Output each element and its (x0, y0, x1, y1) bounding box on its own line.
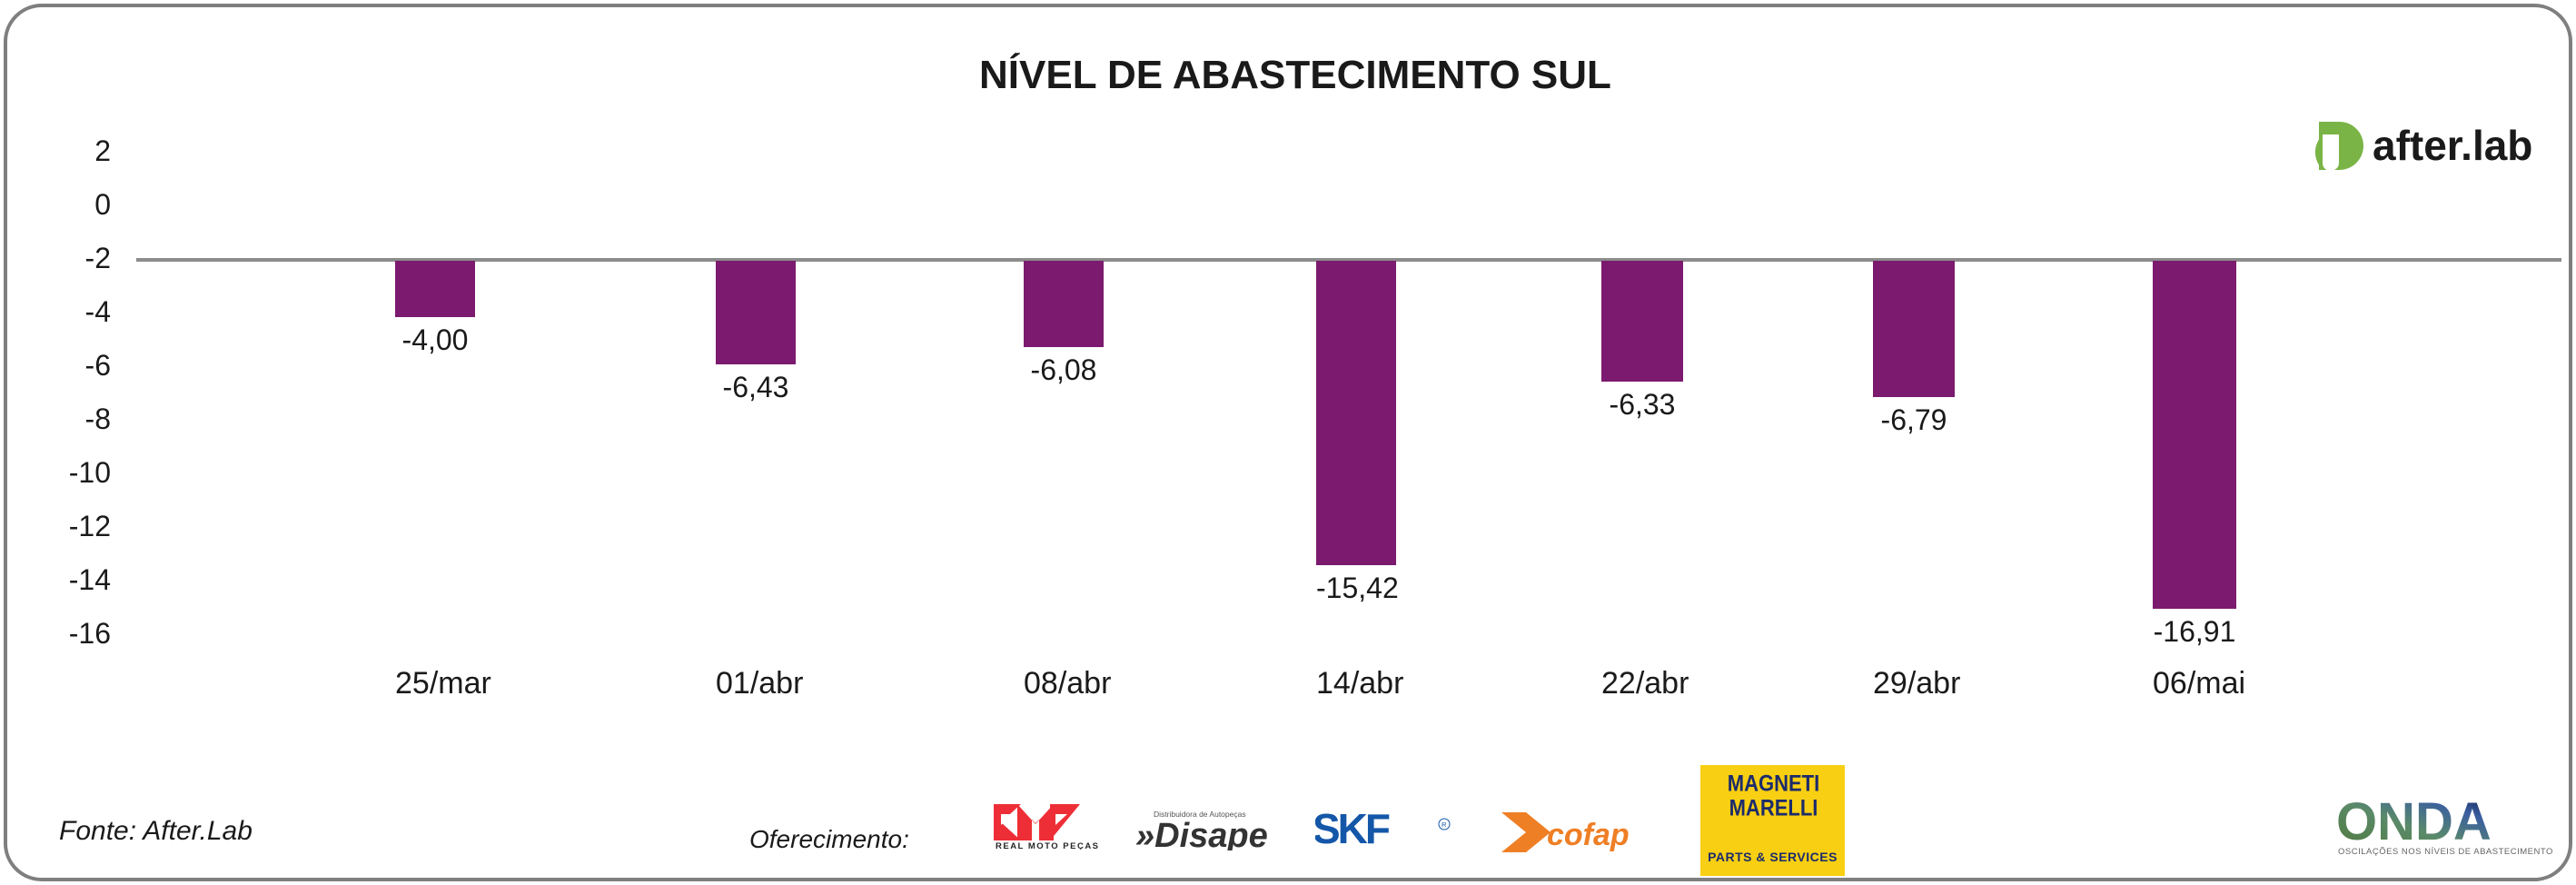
svg-text:OSCILAÇÕES NOS NÍVEIS DE ABAST: OSCILAÇÕES NOS NÍVEIS DE ABASTECIMENTO E… (2338, 847, 2553, 857)
svg-text:cofap: cofap (1547, 818, 1630, 852)
svg-text:SKF: SKF (1315, 811, 1390, 850)
svg-text:»Disape: »Disape (1135, 817, 1268, 850)
svg-text:REAL MOTO PEÇAS: REAL MOTO PEÇAS (996, 841, 1100, 850)
svg-text:ONDA: ONDA (2336, 792, 2492, 851)
svg-text:R: R (1442, 820, 1447, 829)
